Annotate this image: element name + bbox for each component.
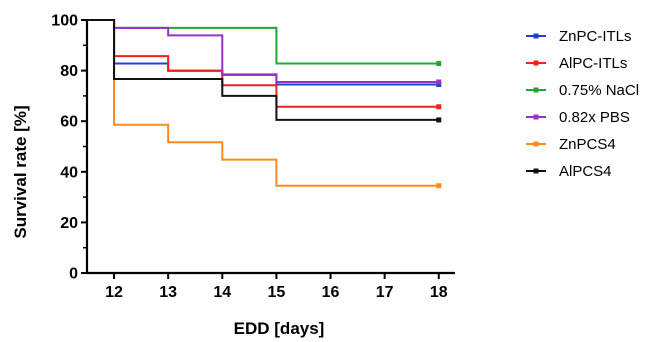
legend-label-1: AlPC-ITLs bbox=[559, 55, 627, 72]
x-tick-label-5: 17 bbox=[376, 284, 394, 301]
legend-label-3: 0.82x PBS bbox=[559, 109, 630, 126]
y-tick-label-4: 80 bbox=[60, 63, 78, 80]
y-tick-label-2: 40 bbox=[60, 164, 78, 181]
series-end-marker-0 bbox=[436, 82, 442, 88]
legend-label-5: AlPCS4 bbox=[559, 163, 612, 180]
x-tick-label-3: 15 bbox=[268, 284, 286, 301]
legend-label-2: 0.75% NaCl bbox=[559, 82, 639, 99]
y-tick-label-0: 0 bbox=[69, 266, 78, 283]
legend-label-0: ZnPC-ITLs bbox=[559, 28, 632, 45]
y-tick-label-1: 20 bbox=[60, 215, 78, 232]
series-end-marker-5 bbox=[436, 117, 442, 123]
x-tick-label-2: 14 bbox=[213, 284, 231, 301]
x-axis-title: EDD [days] bbox=[234, 319, 325, 338]
x-tick-label-4: 16 bbox=[322, 284, 340, 301]
legend-swatch-marker-3 bbox=[533, 114, 539, 120]
legend-swatch-marker-1 bbox=[533, 60, 539, 66]
x-tick-label-6: 18 bbox=[430, 284, 448, 301]
x-tick-label-1: 13 bbox=[159, 284, 177, 301]
series-end-marker-1 bbox=[436, 104, 442, 110]
series-line-5 bbox=[87, 19, 439, 121]
legend: ZnPC-ITLs AlPC-ITLs 0.75% NaCl 0.82x PBS ZnP… bbox=[526, 28, 639, 180]
y-tick-label-5: 100 bbox=[51, 13, 78, 30]
series-line-3 bbox=[87, 19, 439, 83]
legend-swatch-marker-5 bbox=[533, 168, 539, 174]
plot-lines bbox=[87, 19, 442, 189]
y-axis-title: Survival rate [%] bbox=[11, 105, 30, 238]
series-end-marker-3 bbox=[436, 79, 442, 85]
x-tick-label-0: 12 bbox=[105, 284, 123, 301]
legend-swatch-marker-4 bbox=[533, 141, 539, 147]
legend-swatch-marker-2 bbox=[533, 87, 539, 93]
series-end-marker-2 bbox=[436, 61, 442, 67]
series-end-marker-4 bbox=[436, 183, 442, 189]
legend-swatch-marker-0 bbox=[533, 33, 539, 39]
axes: 12 13 14 15 16 17 18 0 20 40 60 80 100 bbox=[51, 13, 455, 301]
y-tick-label-3: 60 bbox=[60, 114, 78, 131]
legend-label-4: ZnPCS4 bbox=[559, 136, 616, 153]
series-line-4 bbox=[87, 19, 439, 187]
